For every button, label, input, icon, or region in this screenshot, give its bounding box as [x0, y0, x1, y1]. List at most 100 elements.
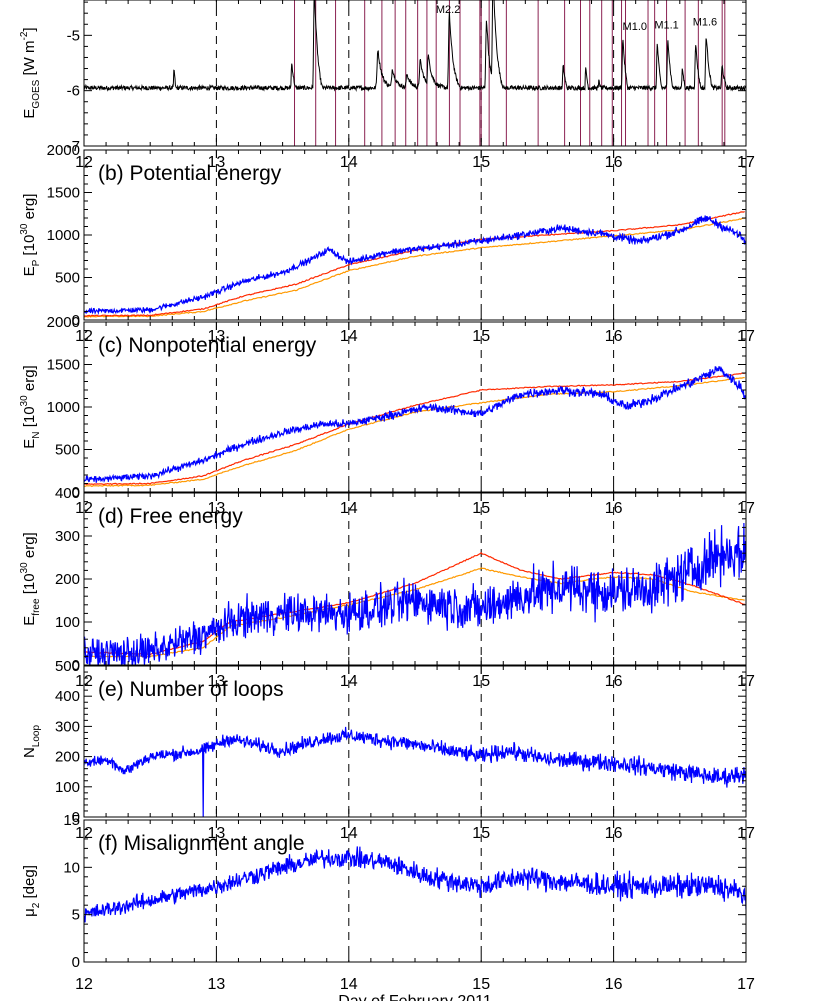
y-axis-label-part: free [31, 598, 42, 616]
y-axis-label-part: -2 [19, 31, 30, 40]
y-tick-label: 200 [55, 571, 80, 588]
y-tick-label: 2000 [47, 142, 80, 159]
y-tick-label: 500 [55, 270, 80, 287]
y-tick-label: 15 [63, 812, 80, 829]
plot-area [84, 0, 746, 146]
y-tick-label: 1500 [47, 357, 80, 374]
x-tick-label: 13 [208, 976, 226, 993]
y-axis-label-part: [10 [21, 573, 38, 598]
y-axis-label-part: erg] [21, 532, 38, 562]
panel-label: (c) Nonpotential energy [98, 334, 317, 357]
y-tick-label: 0 [72, 484, 80, 501]
flare-label: M1.0 [623, 21, 647, 33]
y-tick-label: 400 [55, 485, 80, 502]
x-tick-label: 17 [737, 976, 755, 993]
y-axis-label-part: E [21, 266, 38, 276]
y-tick-label: 0 [72, 657, 80, 674]
x-axis-title: Day of February 2011 [338, 993, 492, 1001]
y-tick-label: 100 [55, 779, 80, 796]
x-tick-label: 14 [340, 825, 358, 842]
y-tick-label: 1000 [47, 399, 80, 416]
y-tick-label: 1000 [47, 227, 80, 244]
x-tick-label: 15 [472, 825, 490, 842]
y-tick-label: -7 [67, 138, 80, 155]
y-axis-label-part: [10 [21, 235, 38, 260]
x-tick-label: 13 [208, 825, 226, 842]
x-tick-label: 16 [605, 825, 623, 842]
panel-label: (e) Number of loops [98, 678, 284, 701]
y-axis-label-part: E [21, 109, 38, 119]
y-tick-label: 300 [55, 528, 80, 545]
y-axis-label-part: ] [21, 27, 38, 31]
y-tick-label: 0 [72, 312, 80, 329]
x-tick-label: 16 [605, 154, 623, 171]
y-axis-label-part: μ [21, 908, 38, 917]
goes-flux-line [84, 0, 746, 92]
panel-label: (d) Free energy [98, 505, 243, 528]
flare-label: M1.6 [693, 16, 717, 28]
observed-series-line [84, 365, 746, 483]
y-axis-label-part: E [21, 439, 38, 449]
x-tick-label: 15 [472, 976, 490, 993]
observed-series-line [84, 522, 746, 665]
model-b-line [84, 217, 745, 318]
y-axis-label: Efree [1030 erg] [19, 532, 42, 625]
y-axis-label-part: erg] [21, 194, 38, 224]
observed-series-line [84, 726, 746, 817]
y-axis-label: EN [1030 erg] [19, 365, 42, 448]
y-axis-label-part: 2 [31, 902, 42, 908]
y-axis-label-part: [W m [21, 41, 38, 80]
observed-series-line [84, 215, 746, 316]
x-tick-label: 14 [340, 976, 358, 993]
y-tick-label: 200 [55, 749, 80, 766]
y-axis-label-part: N [21, 747, 38, 758]
plot-area [84, 493, 746, 665]
y-tick-label: 100 [55, 614, 80, 631]
plot-area [84, 820, 746, 962]
model-a-line [84, 372, 745, 486]
y-axis-label-part: erg] [21, 365, 38, 395]
y-axis-label-part: [10 [21, 406, 38, 431]
y-axis-label: EGOES [W m-2] [19, 27, 42, 118]
panel-label: (b) Potential energy [98, 162, 282, 185]
panel-goes: M6.6M2.2X2.2M1.0M1.1M1.6-7-6-51213141516… [19, 0, 755, 171]
y-tick-label: 10 [63, 859, 80, 876]
y-axis-label: μ2 [deg] [21, 865, 42, 917]
panel-misalignment: 0 5 10 15 12 13 14 15 16 17 (f) Misalignment angle… [21, 812, 755, 993]
y-axis-label-part: 30 [19, 395, 30, 407]
flare-label: M2.2 [436, 4, 460, 16]
x-tick-label: 14 [340, 154, 358, 171]
y-tick-label: -6 [67, 83, 80, 100]
plot-area [84, 322, 746, 492]
plot-area [84, 666, 746, 817]
y-axis-label-part: N [31, 431, 42, 438]
y-axis-label: EP [1030 erg] [19, 194, 42, 277]
y-tick-label: 0 [72, 954, 80, 971]
model-b-line [84, 377, 745, 488]
y-tick-label: 1500 [47, 185, 80, 202]
y-tick-label: -5 [67, 27, 80, 44]
x-tick-label: 12 [75, 976, 93, 993]
y-tick-label: 5 [72, 907, 80, 924]
y-axis-label-part: 30 [19, 223, 30, 235]
panel-label: (f) Misalignment angle [98, 832, 305, 855]
y-axis-label-part: P [31, 259, 42, 266]
y-axis-label-part: Loop [31, 725, 42, 748]
observed-series-line [84, 846, 746, 923]
y-axis-label: NLoop [21, 725, 42, 759]
y-axis-label-part: 30 [19, 562, 30, 574]
y-tick-label: 2000 [47, 314, 80, 331]
x-tick-label: 13 [208, 154, 226, 171]
y-tick-label: 400 [55, 688, 80, 705]
x-tick-label: 16 [605, 976, 623, 993]
y-tick-label: 500 [55, 442, 80, 459]
x-tick-label: 15 [472, 154, 490, 171]
y-axis-label-part: GOES [31, 79, 42, 108]
flare-label: M1.1 [654, 20, 678, 32]
